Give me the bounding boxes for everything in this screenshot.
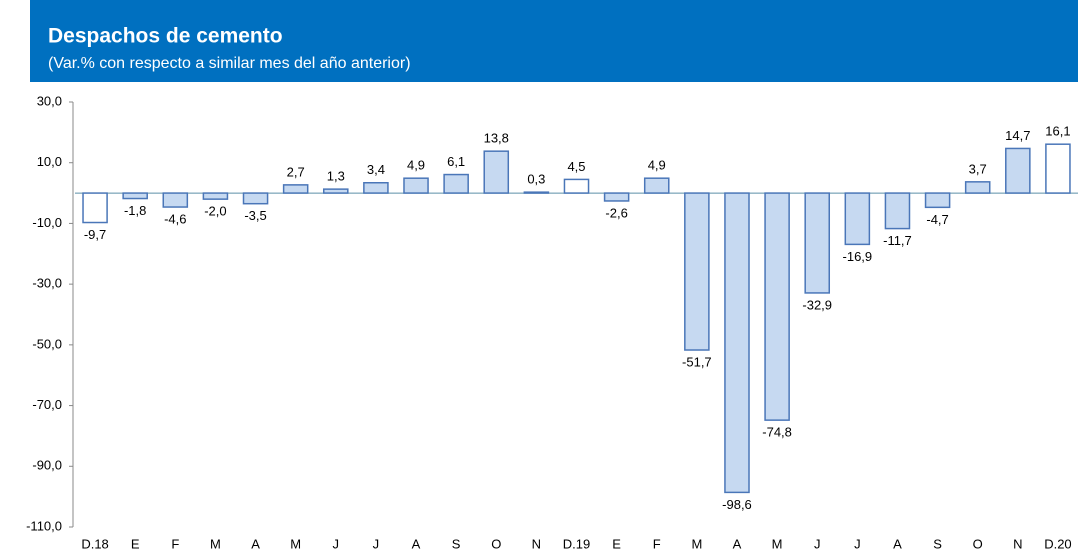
x-tick-label: A [893, 536, 902, 551]
y-tick-label: 30,0 [37, 93, 62, 108]
data-label: 13,8 [484, 131, 509, 146]
bar [724, 192, 750, 494]
data-label: 3,4 [367, 162, 385, 177]
bar [363, 182, 389, 194]
bar [764, 192, 790, 421]
data-label: -32,9 [802, 297, 832, 312]
y-tick-label: 10,0 [37, 154, 62, 169]
x-tick-label: F [171, 536, 179, 551]
data-label: -98,6 [722, 497, 752, 512]
data-label: 16,1 [1045, 124, 1070, 139]
data-label: 2,7 [287, 164, 305, 179]
data-label: -9,7 [84, 227, 106, 242]
x-tick-label: J [814, 536, 821, 551]
y-tick-label: -30,0 [32, 276, 62, 291]
x-tick-label: O [973, 536, 983, 551]
data-label: 6,1 [447, 154, 465, 169]
x-tick-label: J [854, 536, 861, 551]
bar [82, 192, 108, 224]
x-tick-label: E [612, 536, 621, 551]
bar [964, 181, 991, 194]
bar [684, 192, 710, 351]
bar [322, 188, 349, 194]
data-label: 3,7 [969, 161, 987, 176]
data-label: 14,7 [1005, 128, 1030, 143]
bar [1005, 147, 1031, 194]
data-label: -4,6 [164, 211, 186, 226]
bar [403, 177, 429, 194]
y-tick-label: -110,0 [26, 518, 62, 533]
data-label: -11,7 [883, 233, 912, 248]
bar [242, 192, 269, 205]
data-label: -1,8 [124, 203, 146, 218]
data-label: -3,5 [244, 208, 266, 223]
data-label: -4,7 [926, 212, 948, 227]
y-tick-label: -70,0 [32, 397, 62, 412]
y-tick-label: -50,0 [32, 336, 62, 351]
bar [1045, 143, 1071, 194]
x-tick-label: M [772, 536, 783, 551]
x-tick-label: E [131, 536, 140, 551]
bar [282, 184, 309, 194]
bar [162, 192, 189, 208]
x-tick-label: M [290, 536, 301, 551]
chart-subtitle: (Var.% con respecto a similar mes del añ… [48, 55, 411, 72]
bar [603, 192, 630, 202]
bar [523, 191, 550, 194]
data-label: -2,6 [605, 205, 627, 220]
x-tick-label: M [210, 536, 221, 551]
bar [202, 192, 229, 200]
bar [924, 192, 951, 209]
x-tick-label: N [1013, 536, 1022, 551]
bar [844, 192, 871, 246]
data-label: -2,0 [204, 204, 226, 219]
chart-title: Despachos de cemento [48, 25, 283, 48]
data-label: 0,3 [527, 172, 545, 187]
x-tick-label: S [933, 536, 942, 551]
data-label: 4,5 [567, 159, 585, 174]
data-label: -51,7 [682, 354, 712, 369]
x-tick-label: A [412, 536, 421, 551]
data-label: 4,9 [648, 158, 666, 173]
header-band [30, 0, 1078, 82]
y-tick-label: -10,0 [32, 215, 62, 230]
x-tick-label: M [691, 536, 702, 551]
data-label: 1,3 [327, 169, 345, 184]
data-label: 4,9 [407, 158, 425, 173]
x-tick-label: N [532, 536, 541, 551]
y-tick-label: -90,0 [32, 458, 62, 473]
data-label: -74,8 [762, 425, 792, 440]
bar [884, 192, 911, 230]
x-tick-label: A [733, 536, 742, 551]
x-tick-label: D.20 [1044, 536, 1071, 551]
bar [643, 177, 670, 194]
x-tick-label: F [653, 536, 661, 551]
x-tick-label: J [373, 536, 380, 551]
x-tick-label: A [251, 536, 260, 551]
x-tick-label: D.18 [81, 536, 108, 551]
x-tick-label: D.19 [563, 536, 590, 551]
bar [122, 192, 148, 200]
bar [804, 192, 831, 294]
bar [563, 178, 590, 194]
x-tick-label: O [491, 536, 501, 551]
x-tick-label: S [452, 536, 461, 551]
data-label: -16,9 [843, 249, 873, 264]
x-tick-label: J [333, 536, 340, 551]
bar [443, 173, 469, 194]
bar [483, 150, 510, 194]
